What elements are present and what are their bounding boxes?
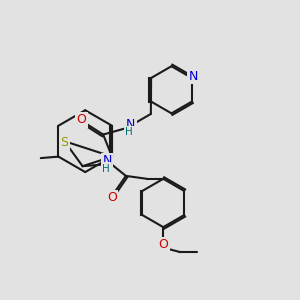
- Text: S: S: [60, 136, 68, 149]
- Text: N: N: [189, 70, 198, 83]
- Text: O: O: [158, 238, 168, 251]
- Text: N: N: [126, 118, 136, 131]
- Text: O: O: [107, 191, 117, 205]
- Text: H: H: [125, 128, 133, 137]
- Text: O: O: [77, 113, 87, 126]
- Text: H: H: [102, 164, 110, 173]
- Text: N: N: [103, 154, 112, 167]
